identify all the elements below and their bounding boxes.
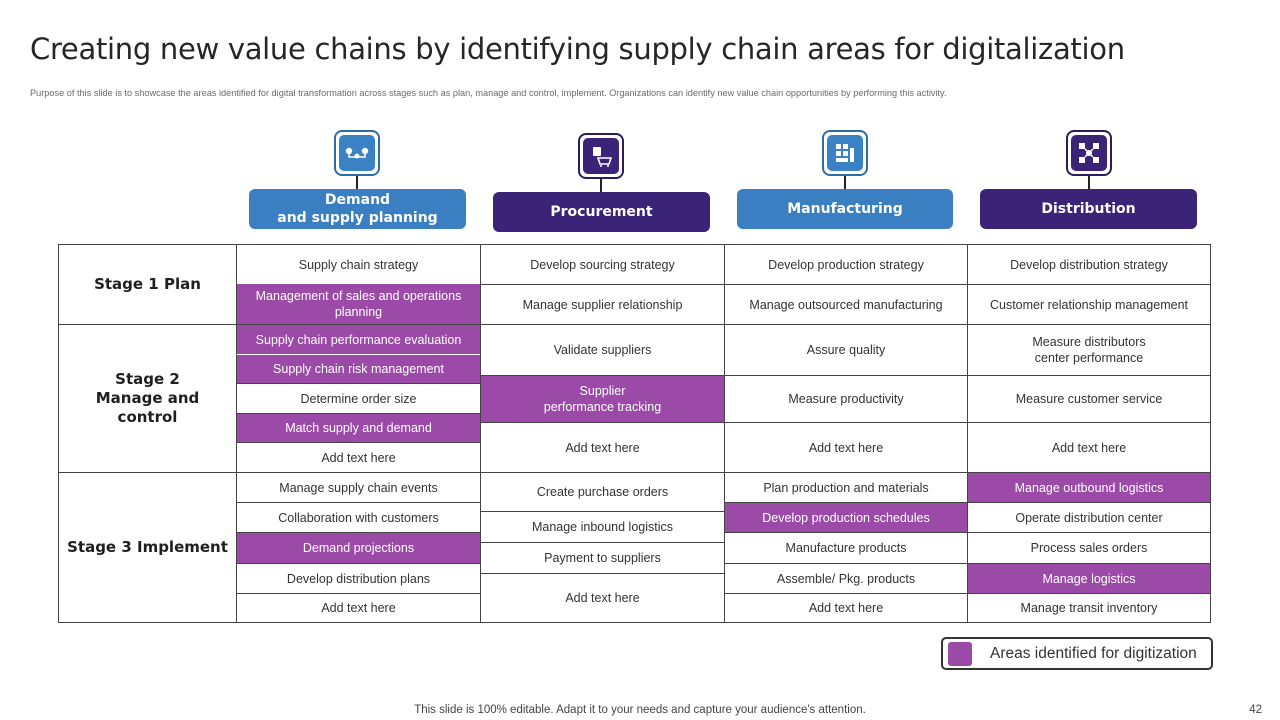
column-header-demand-supply-planning: Demand and supply planning <box>249 189 466 229</box>
procurement-cell: Add text here <box>480 573 724 622</box>
procurement-cell: Payment to suppliers <box>480 542 724 573</box>
demand-cell: Collaboration with customers <box>236 502 480 532</box>
column-header-label: Distribution <box>1041 201 1136 217</box>
manufacturing-cell: Add text here <box>724 422 967 472</box>
slide-title: Creating new value chains by identifying… <box>30 32 1125 66</box>
demand-cell: Supply chain performance evaluation <box>236 324 480 354</box>
procurement-cell: Create purchase orders <box>480 472 724 511</box>
distribution-cell: Operate distribution center <box>967 502 1210 532</box>
column-header-manufacturing: Manufacturing <box>737 189 953 229</box>
procurement-cell: Manage supplier relationship <box>480 284 724 324</box>
demand-cell: Supply chain risk management <box>236 354 480 383</box>
icon-connector <box>356 176 358 190</box>
icon-connector <box>844 176 846 190</box>
legend: Areas identified for digitization <box>941 637 1213 670</box>
manufacturing-cell: Manufacture products <box>724 532 967 563</box>
demand-cell: Develop distribution plans <box>236 563 480 593</box>
manufacturing-cell: Assemble/ Pkg. products <box>724 563 967 593</box>
distribution-cell: Add text here <box>967 422 1210 472</box>
stage-2-label: Stage 2 Manage and control <box>59 324 236 472</box>
procurement-cell: Validate suppliers <box>480 324 724 375</box>
procurement-cell: Add text here <box>480 422 724 472</box>
page-number: 42 <box>1249 704 1262 716</box>
slide-footer: This slide is 100% editable. Adapt it to… <box>414 704 866 716</box>
distribution-cell: Measure distributors center performance <box>967 324 1210 375</box>
factory-icon <box>822 130 868 176</box>
stage-1-label: Stage 1 Plan <box>94 275 201 293</box>
manufacturing-cell: Manage outsourced manufacturing <box>724 284 967 324</box>
legend-swatch <box>948 641 972 666</box>
demand-cell: Determine order size <box>236 383 480 413</box>
distribution-cell: Manage logistics <box>967 563 1210 593</box>
stage-3-label: Stage 3 Implement <box>59 472 236 622</box>
column-header-label: Procurement <box>550 204 653 220</box>
legend-label: Areas identified for digitization <box>990 644 1197 662</box>
procurement-cell: Manage inbound logistics <box>480 511 724 542</box>
column-header-label: Manufacturing <box>787 201 903 217</box>
demand-cell: Manage supply chain events <box>236 472 480 502</box>
column-header-procurement: Procurement <box>493 192 710 232</box>
slide-subtitle: Purpose of this slide is to showcase the… <box>30 88 947 98</box>
icon-connector <box>1088 176 1090 190</box>
demand-cell: Supply chain strategy <box>236 245 480 284</box>
column-header-distribution: Distribution <box>980 189 1197 229</box>
demand-cell: Management of sales and operations plann… <box>236 284 480 324</box>
distribution-cell: Manage transit inventory <box>967 593 1210 622</box>
procurement-cell: Develop sourcing strategy <box>480 245 724 284</box>
demand-cell: Match supply and demand <box>236 413 480 442</box>
distribution-cell: Develop distribution strategy <box>967 245 1210 284</box>
column-header-label: Demand and supply planning <box>277 192 438 226</box>
distribution-cell: Measure customer service <box>967 375 1210 422</box>
supply-chain-nodes-icon <box>334 130 380 176</box>
supply-chain-matrix: Stage 1 Plan Stage 2 Manage and control … <box>58 244 1211 623</box>
shopping-cart-icon <box>578 133 624 179</box>
manufacturing-cell: Measure productivity <box>724 375 967 422</box>
procurement-cell: Supplier performance tracking <box>480 375 724 422</box>
distribution-network-icon <box>1066 130 1112 176</box>
distribution-cell: Customer relationship management <box>967 284 1210 324</box>
demand-cell: Add text here <box>236 442 480 472</box>
distribution-cell: Manage outbound logistics <box>967 472 1210 502</box>
icon-connector <box>600 179 602 193</box>
distribution-cell: Process sales orders <box>967 532 1210 563</box>
manufacturing-cell: Plan production and materials <box>724 472 967 502</box>
demand-cell: Add text here <box>236 593 480 622</box>
manufacturing-cell: Develop production schedules <box>724 502 967 532</box>
manufacturing-cell: Add text here <box>724 593 967 622</box>
manufacturing-cell: Develop production strategy <box>724 245 967 284</box>
manufacturing-cell: Assure quality <box>724 324 967 375</box>
demand-cell: Demand projections <box>236 532 480 563</box>
